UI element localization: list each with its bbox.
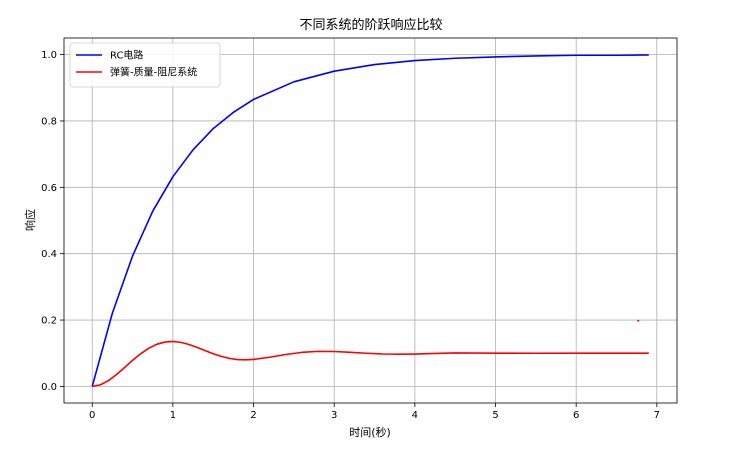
- y-tick-label: 1.0: [41, 50, 57, 61]
- x-axis-ticks: 0 1 2 3 4 5 6 7: [89, 403, 660, 421]
- y-tick-label: 0.4: [41, 249, 57, 260]
- x-tick-label: 0: [89, 410, 95, 421]
- x-tick-label: 4: [412, 410, 418, 421]
- y-axis-title: 响应: [23, 209, 37, 231]
- grid: [64, 38, 677, 403]
- series-lines: [91, 54, 649, 388]
- y-tick-label: 0.0: [41, 382, 57, 393]
- y-tick-label: 0.6: [41, 183, 57, 194]
- x-tick-label: 7: [654, 410, 660, 421]
- y-tick-label: 0.8: [41, 116, 57, 127]
- x-tick-label: 1: [170, 410, 176, 421]
- legend-label: RC电路: [110, 49, 143, 62]
- x-tick-label: 2: [250, 410, 256, 421]
- x-axis-title: 时间(秒): [349, 425, 391, 439]
- x-tick-label: 6: [573, 410, 579, 421]
- chart-title: 不同系统的阶跃响应比较: [299, 17, 442, 33]
- series-line-2: [92, 340, 649, 388]
- x-tick-label: 3: [331, 410, 337, 421]
- y-tick-label: 0.2: [41, 316, 57, 327]
- legend-label: 弹簧-质量-阻尼系统: [110, 66, 197, 79]
- x-tick-label: 5: [492, 410, 498, 421]
- plot-frame: [63, 37, 678, 404]
- y-axis-ticks: 0.0 0.2 0.4 0.6 0.8 1.0: [41, 50, 64, 393]
- series-line-1: [91, 54, 649, 387]
- annotations: [637, 319, 640, 322]
- annotation-dot: [637, 319, 640, 322]
- legend-box: [69, 42, 221, 88]
